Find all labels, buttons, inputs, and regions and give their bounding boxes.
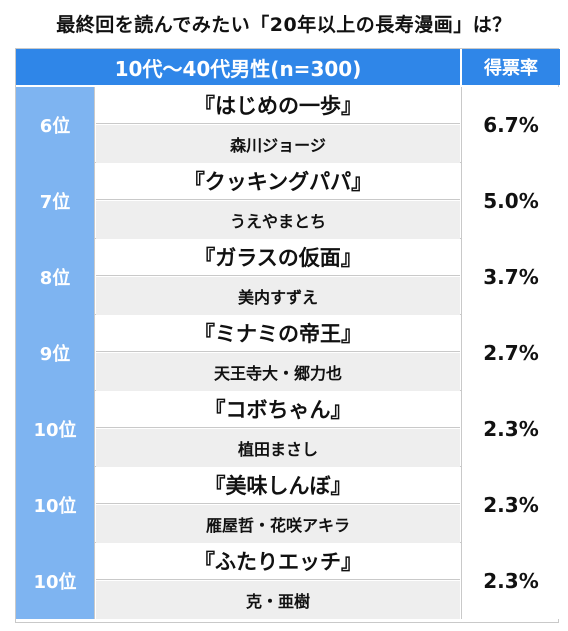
table-body: 6位 『はじめの一歩』 森川ジョージ 6.7% 7位 『クッキングパパ』 うえや… <box>16 87 560 619</box>
table-row: 10位 『美味しんぼ』 雁屋哲・花咲アキラ 2.3% <box>16 467 560 543</box>
header-rate-label: 得票率 <box>462 49 560 85</box>
rank-cell: 7位 <box>16 163 95 239</box>
author-cell: 美内すずえ <box>96 277 460 315</box>
table-row: 6位 『はじめの一歩』 森川ジョージ 6.7% <box>16 87 560 163</box>
table-row: 7位 『クッキングパパ』 うえやまとち 5.0% <box>16 163 560 239</box>
rank-cell: 10位 <box>16 543 95 619</box>
table-row: 10位 『ふたりエッチ』 克・亜樹 2.3% <box>16 543 560 619</box>
rate-cell: 6.7% <box>461 87 560 163</box>
rank-cell: 6位 <box>16 87 95 163</box>
rank-cell: 9位 <box>16 315 95 391</box>
header-group-label: 10代〜40代男性(n=300) <box>16 49 460 85</box>
author-cell: 植田まさし <box>96 429 460 467</box>
rate-cell: 3.7% <box>461 239 560 315</box>
ranking-table: 10代〜40代男性(n=300) 得票率 6位 『はじめの一歩』 森川ジョージ … <box>15 48 560 623</box>
work-title-cell: 『ガラスの仮面』 <box>96 239 460 276</box>
table-row: 10位 『コボちゃん』 植田まさし 2.3% <box>16 391 560 467</box>
work-title-cell: 『はじめの一歩』 <box>96 87 460 124</box>
rate-cell: 2.3% <box>461 391 560 467</box>
page-title: 最終回を読んでみたい「20年以上の長寿漫画」は？ <box>56 13 512 36</box>
work-title-cell: 『ふたりエッチ』 <box>96 543 460 580</box>
author-cell: 森川ジョージ <box>96 125 460 163</box>
rank-cell: 10位 <box>16 391 95 467</box>
author-cell: 天王寺大・郷力也 <box>96 353 460 391</box>
work-title-cell: 『クッキングパパ』 <box>96 163 460 200</box>
rate-cell: 2.3% <box>461 467 560 543</box>
work-title-cell: 『ミナミの帝王』 <box>96 315 460 352</box>
rank-cell: 10位 <box>16 467 95 543</box>
work-title-cell: 『コボちゃん』 <box>96 391 460 428</box>
table-row: 9位 『ミナミの帝王』 天王寺大・郷力也 2.7% <box>16 315 560 391</box>
author-cell: 克・亜樹 <box>96 581 460 619</box>
table-row: 8位 『ガラスの仮面』 美内すずえ 3.7% <box>16 239 560 315</box>
rate-cell: 2.7% <box>461 315 560 391</box>
table-header: 10代〜40代男性(n=300) 得票率 <box>16 49 560 85</box>
work-title-cell: 『美味しんぼ』 <box>96 467 460 504</box>
rate-cell: 5.0% <box>461 163 560 239</box>
rank-cell: 8位 <box>16 239 95 315</box>
author-cell: うえやまとち <box>96 201 460 239</box>
author-cell: 雁屋哲・花咲アキラ <box>96 505 460 543</box>
rate-cell: 2.3% <box>461 543 560 619</box>
